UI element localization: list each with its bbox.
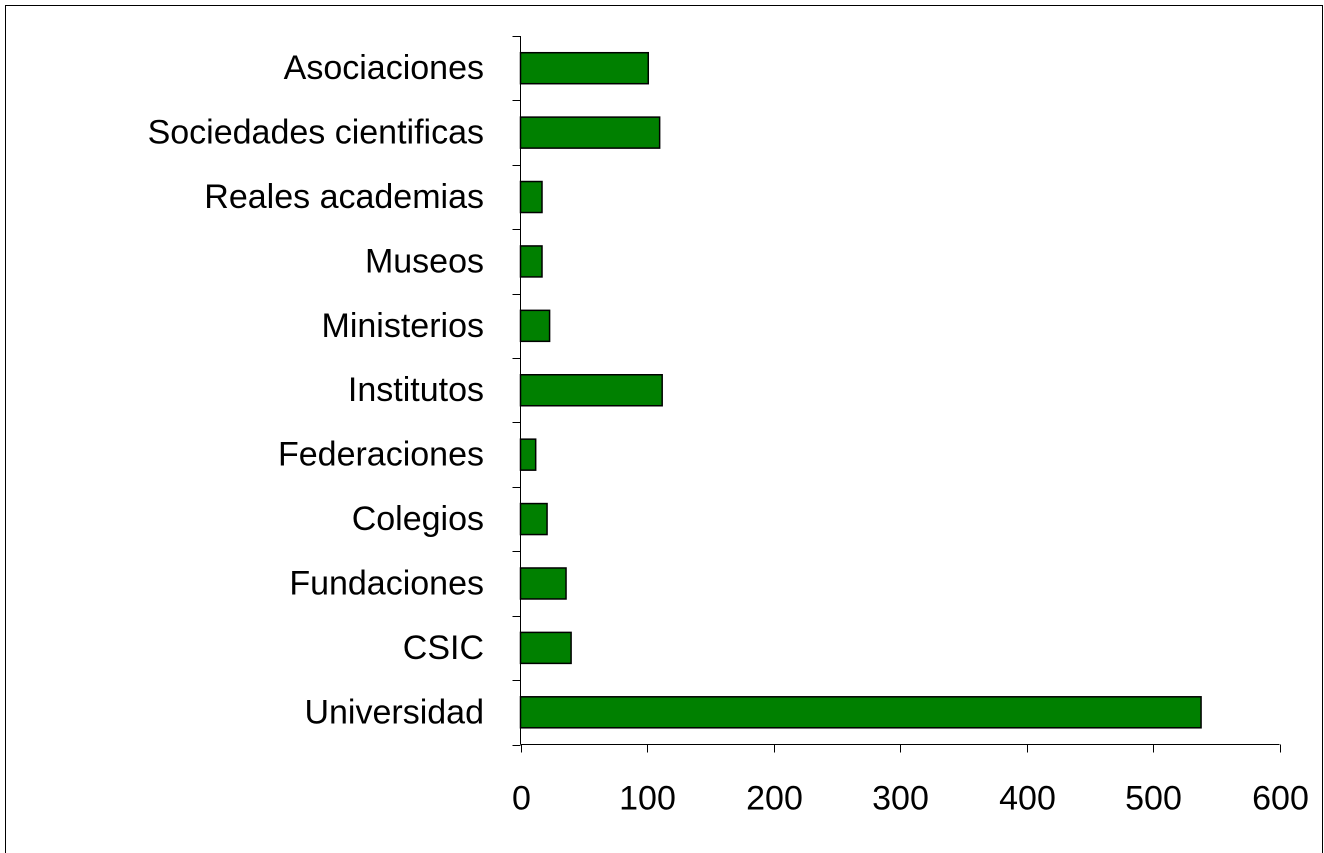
y-tick-label: Institutos (348, 371, 484, 409)
y-tick-label: Colegios (352, 500, 484, 538)
y-tick-label: Universidad (304, 693, 484, 731)
y-tick-label: Museos (365, 242, 484, 280)
bar (519, 309, 551, 343)
bar (519, 374, 663, 407)
bar (519, 502, 548, 536)
bar (519, 567, 567, 600)
bar (519, 51, 650, 85)
y-tick-label: CSIC (403, 629, 484, 667)
bar (519, 180, 543, 214)
y-tick-label: Fundaciones (289, 564, 484, 602)
bar (519, 245, 543, 278)
x-tick-label: 200 (746, 779, 803, 817)
x-tick-label: 300 (872, 779, 929, 817)
y-tick-label: Asociaciones (284, 49, 484, 87)
y-tick-label: Federaciones (278, 436, 484, 474)
y-tick-label: Reales academias (204, 178, 484, 216)
y-tick-label: Sociedades cientificas (148, 114, 484, 152)
x-tick-label: 100 (619, 779, 676, 817)
bar (519, 116, 661, 149)
x-tick-label: 400 (999, 779, 1056, 817)
x-tick-label: 500 (1125, 779, 1182, 817)
x-tick-label: 0 (512, 779, 531, 817)
y-tick-label: Ministerios (322, 307, 484, 345)
bar (519, 631, 572, 665)
x-tick-label: 600 (1252, 779, 1309, 817)
bar (519, 696, 1202, 729)
bar (519, 438, 537, 471)
chart-frame (5, 5, 1323, 853)
